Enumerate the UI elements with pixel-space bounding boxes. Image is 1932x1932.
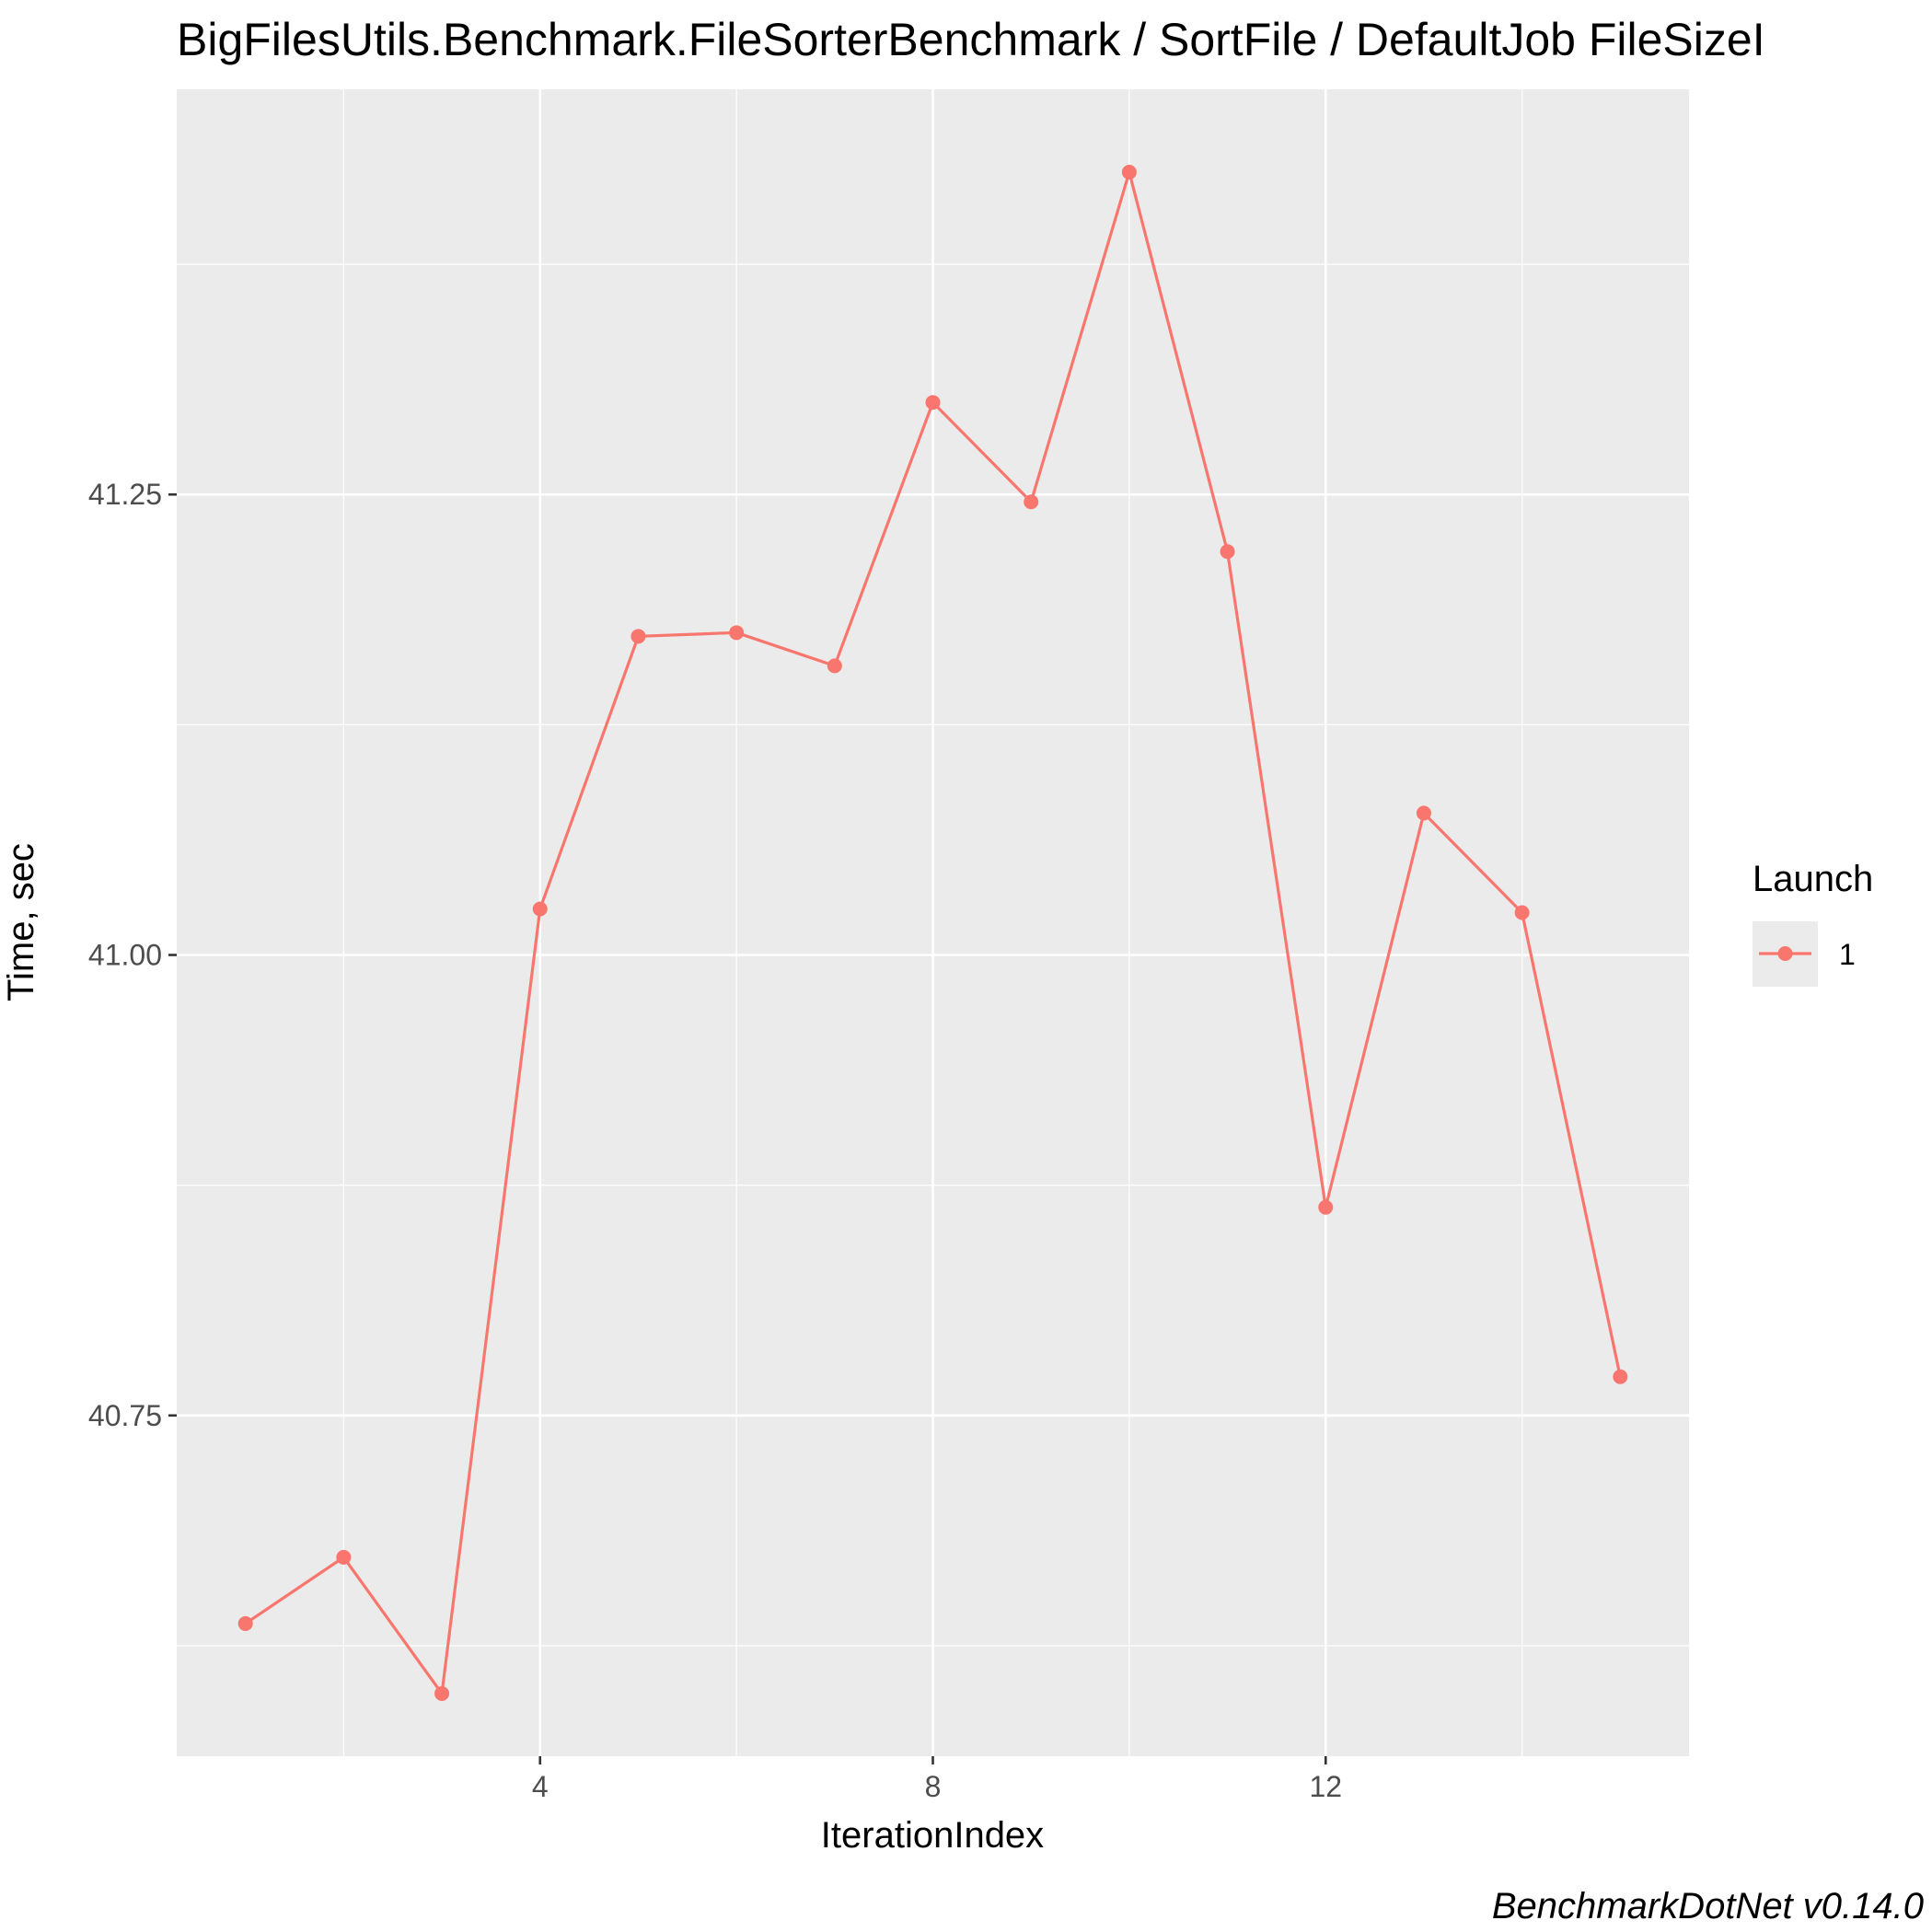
y-axis: 40.75 41.00 41.25 bbox=[88, 478, 177, 1432]
x-tick-label: 4 bbox=[532, 1770, 549, 1803]
data-point bbox=[925, 395, 941, 411]
data-point bbox=[532, 901, 548, 917]
data-point bbox=[1318, 1199, 1334, 1215]
y-tick-label: 41.00 bbox=[88, 939, 162, 972]
x-tick-label: 12 bbox=[1309, 1770, 1342, 1803]
y-axis-title: Time, sec bbox=[1, 843, 41, 1001]
data-point bbox=[729, 625, 745, 641]
chart-title: BigFilesUtils.Benchmark.FileSorterBenchm… bbox=[177, 14, 1765, 65]
legend: Launch 1 bbox=[1753, 859, 1873, 987]
caption: BenchmarkDotNet v0.14.0 bbox=[1492, 1886, 1924, 1926]
data-point bbox=[1613, 1369, 1628, 1384]
data-point bbox=[237, 1615, 253, 1631]
y-tick-label: 40.75 bbox=[88, 1399, 162, 1432]
x-axis-title: IterationIndex bbox=[821, 1815, 1044, 1856]
data-point bbox=[1121, 165, 1137, 180]
series-layer bbox=[237, 165, 1628, 1701]
data-point bbox=[1024, 494, 1039, 510]
data-point bbox=[631, 629, 646, 644]
x-tick-label: 8 bbox=[925, 1770, 942, 1803]
data-point bbox=[1416, 805, 1431, 821]
legend-key-point bbox=[1777, 946, 1793, 961]
data-point bbox=[827, 658, 842, 674]
y-tick-label: 41.25 bbox=[88, 478, 162, 511]
data-point bbox=[434, 1685, 450, 1701]
major-gridlines bbox=[177, 89, 1689, 1756]
data-point bbox=[1514, 905, 1530, 920]
data-point bbox=[1220, 544, 1235, 560]
x-axis: 4 8 12 bbox=[532, 1756, 1342, 1803]
legend-title: Launch bbox=[1753, 859, 1873, 899]
data-point bbox=[336, 1549, 352, 1565]
legend-label: 1 bbox=[1839, 938, 1856, 971]
